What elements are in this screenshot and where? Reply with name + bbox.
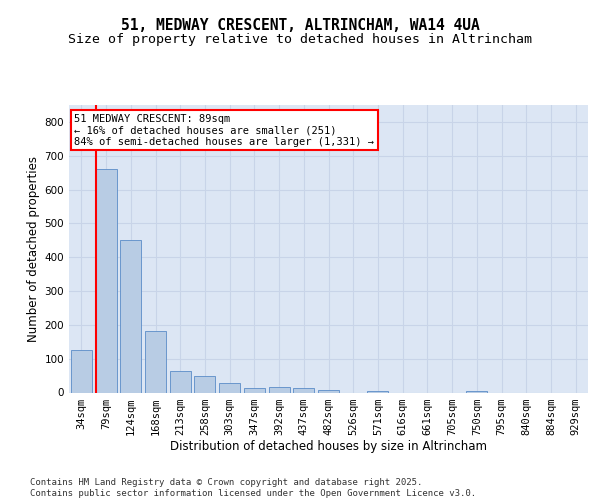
Bar	[71, 350, 92, 393]
Text: 51 MEDWAY CRESCENT: 89sqm
← 16% of detached houses are smaller (251)
84% of semi: 51 MEDWAY CRESCENT: 89sqm ← 16% of detac…	[74, 114, 374, 147]
Bar	[293, 388, 314, 392]
Bar	[194, 376, 215, 392]
Y-axis label: Number of detached properties: Number of detached properties	[28, 156, 40, 342]
Text: Size of property relative to detached houses in Altrincham: Size of property relative to detached ho…	[68, 32, 532, 46]
Bar	[219, 383, 240, 392]
Bar	[170, 370, 191, 392]
X-axis label: Distribution of detached houses by size in Altrincham: Distribution of detached houses by size …	[170, 440, 487, 454]
Text: 51, MEDWAY CRESCENT, ALTRINCHAM, WA14 4UA: 51, MEDWAY CRESCENT, ALTRINCHAM, WA14 4U…	[121, 18, 479, 32]
Bar	[145, 330, 166, 392]
Bar	[95, 170, 116, 392]
Bar	[466, 391, 487, 392]
Text: Contains HM Land Registry data © Crown copyright and database right 2025.
Contai: Contains HM Land Registry data © Crown c…	[30, 478, 476, 498]
Bar	[269, 387, 290, 392]
Bar	[244, 388, 265, 392]
Bar	[120, 240, 141, 392]
Bar	[367, 391, 388, 392]
Bar	[318, 390, 339, 392]
